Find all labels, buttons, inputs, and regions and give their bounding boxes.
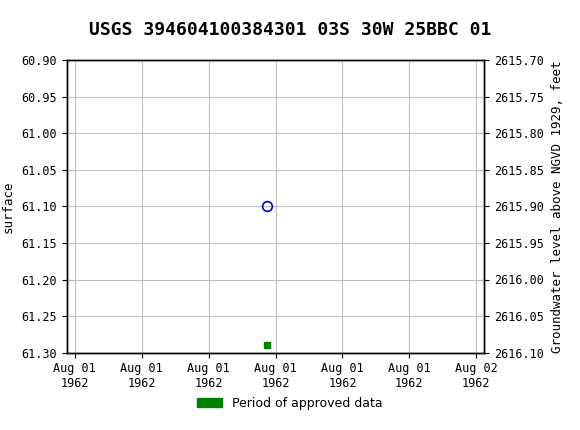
Y-axis label: Groundwater level above NGVD 1929, feet: Groundwater level above NGVD 1929, feet — [551, 60, 564, 353]
Legend: Period of approved data: Period of approved data — [192, 392, 388, 415]
Text: USGS 394604100384301 03S 30W 25BBC 01: USGS 394604100384301 03S 30W 25BBC 01 — [89, 21, 491, 39]
Text: ≡USGS: ≡USGS — [9, 13, 85, 32]
Y-axis label: Depth to water level, feet below land
surface: Depth to water level, feet below land su… — [0, 68, 14, 345]
